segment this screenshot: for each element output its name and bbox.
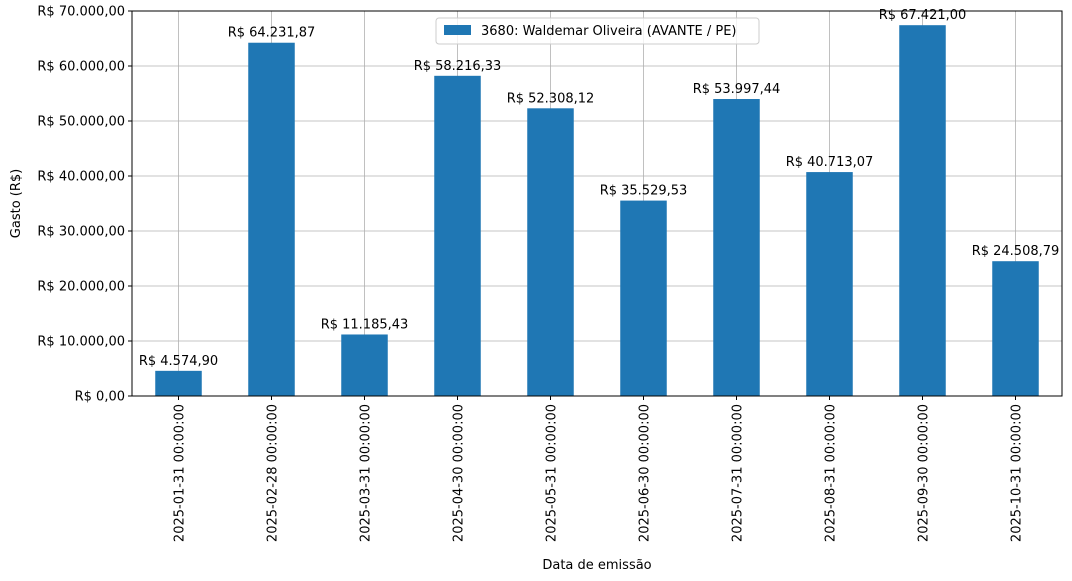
bar bbox=[248, 42, 295, 396]
plot-frame bbox=[131, 10, 1063, 397]
y-tick-label: R$ 20.000,00 bbox=[37, 280, 125, 295]
bar-value-label: R$ 40.713,07 bbox=[786, 155, 874, 170]
bar-value-label: R$ 64.231,87 bbox=[228, 26, 316, 41]
legend: 3680: Waldemar Oliveira (AVANTE / PE) bbox=[435, 17, 760, 45]
x-tick-label: 2025-07-31 00:00:00 bbox=[731, 404, 746, 542]
data-labels: R$ 4.574,90 R$ 64.231,87 R$ 11.185,43 R$ 58… bbox=[139, 8, 1059, 369]
y-tick-label: R$ 50.000,00 bbox=[37, 115, 125, 130]
bar bbox=[899, 25, 946, 396]
y-tick-label: R$ 0,00 bbox=[75, 390, 125, 405]
legend-entry: 3680: Waldemar Oliveira (AVANTE / PE) bbox=[481, 24, 737, 39]
bar-value-label: R$ 11.185,43 bbox=[321, 317, 409, 332]
bar bbox=[155, 370, 202, 396]
x-tick-label: 2025-02-28 00:00:00 bbox=[266, 404, 281, 542]
y-tick-label: R$ 10.000,00 bbox=[37, 335, 125, 350]
bar-value-label: R$ 24.508,79 bbox=[972, 244, 1060, 259]
bar bbox=[806, 172, 853, 396]
bar bbox=[434, 75, 481, 397]
x-axis: 2025-01-31 00:00:00 2025-02-28 00:00:00 20… bbox=[173, 396, 1025, 542]
bar bbox=[992, 261, 1039, 396]
y-tick-label: R$ 40.000,00 bbox=[37, 170, 125, 185]
bar-value-label: R$ 67.421,00 bbox=[879, 8, 967, 23]
x-tick-label: 2025-10-31 00:00:00 bbox=[1010, 404, 1025, 542]
legend-swatch bbox=[444, 25, 471, 35]
bars bbox=[155, 25, 1039, 397]
bar bbox=[341, 334, 388, 396]
x-tick-label: 2025-04-30 00:00:00 bbox=[452, 404, 467, 542]
x-tick-label: 2025-09-30 00:00:00 bbox=[917, 404, 932, 542]
y-axis-label: Gasto (R$) bbox=[9, 169, 24, 238]
bar bbox=[527, 108, 574, 396]
bar-value-label: R$ 35.529,53 bbox=[600, 184, 688, 199]
y-tick-label: R$ 60.000,00 bbox=[37, 60, 125, 75]
x-tick-label: 2025-08-31 00:00:00 bbox=[824, 404, 839, 542]
bar-value-label: R$ 52.308,12 bbox=[507, 91, 595, 106]
x-tick-label: 2025-05-31 00:00:00 bbox=[545, 404, 560, 542]
bar-value-label: R$ 53.997,44 bbox=[693, 82, 781, 97]
y-tick-label: R$ 70.000,00 bbox=[37, 5, 125, 20]
legend-box bbox=[435, 17, 760, 45]
bar-value-label: R$ 4.574,90 bbox=[139, 354, 218, 369]
bar bbox=[713, 99, 760, 397]
x-tick-label: 2025-01-31 00:00:00 bbox=[173, 404, 188, 542]
bar bbox=[620, 200, 667, 396]
x-tick-label: 2025-06-30 00:00:00 bbox=[638, 404, 653, 542]
y-axis: R$ 0,00 R$ 10.000,00 R$ 20.000,00 R$ 30.000… bbox=[37, 5, 132, 405]
x-tick-label: 2025-03-31 00:00:00 bbox=[359, 404, 374, 542]
bar-value-label: R$ 58.216,33 bbox=[414, 59, 502, 74]
x-axis-label: Data de emissão bbox=[542, 558, 651, 573]
y-tick-label: R$ 30.000,00 bbox=[37, 225, 125, 240]
